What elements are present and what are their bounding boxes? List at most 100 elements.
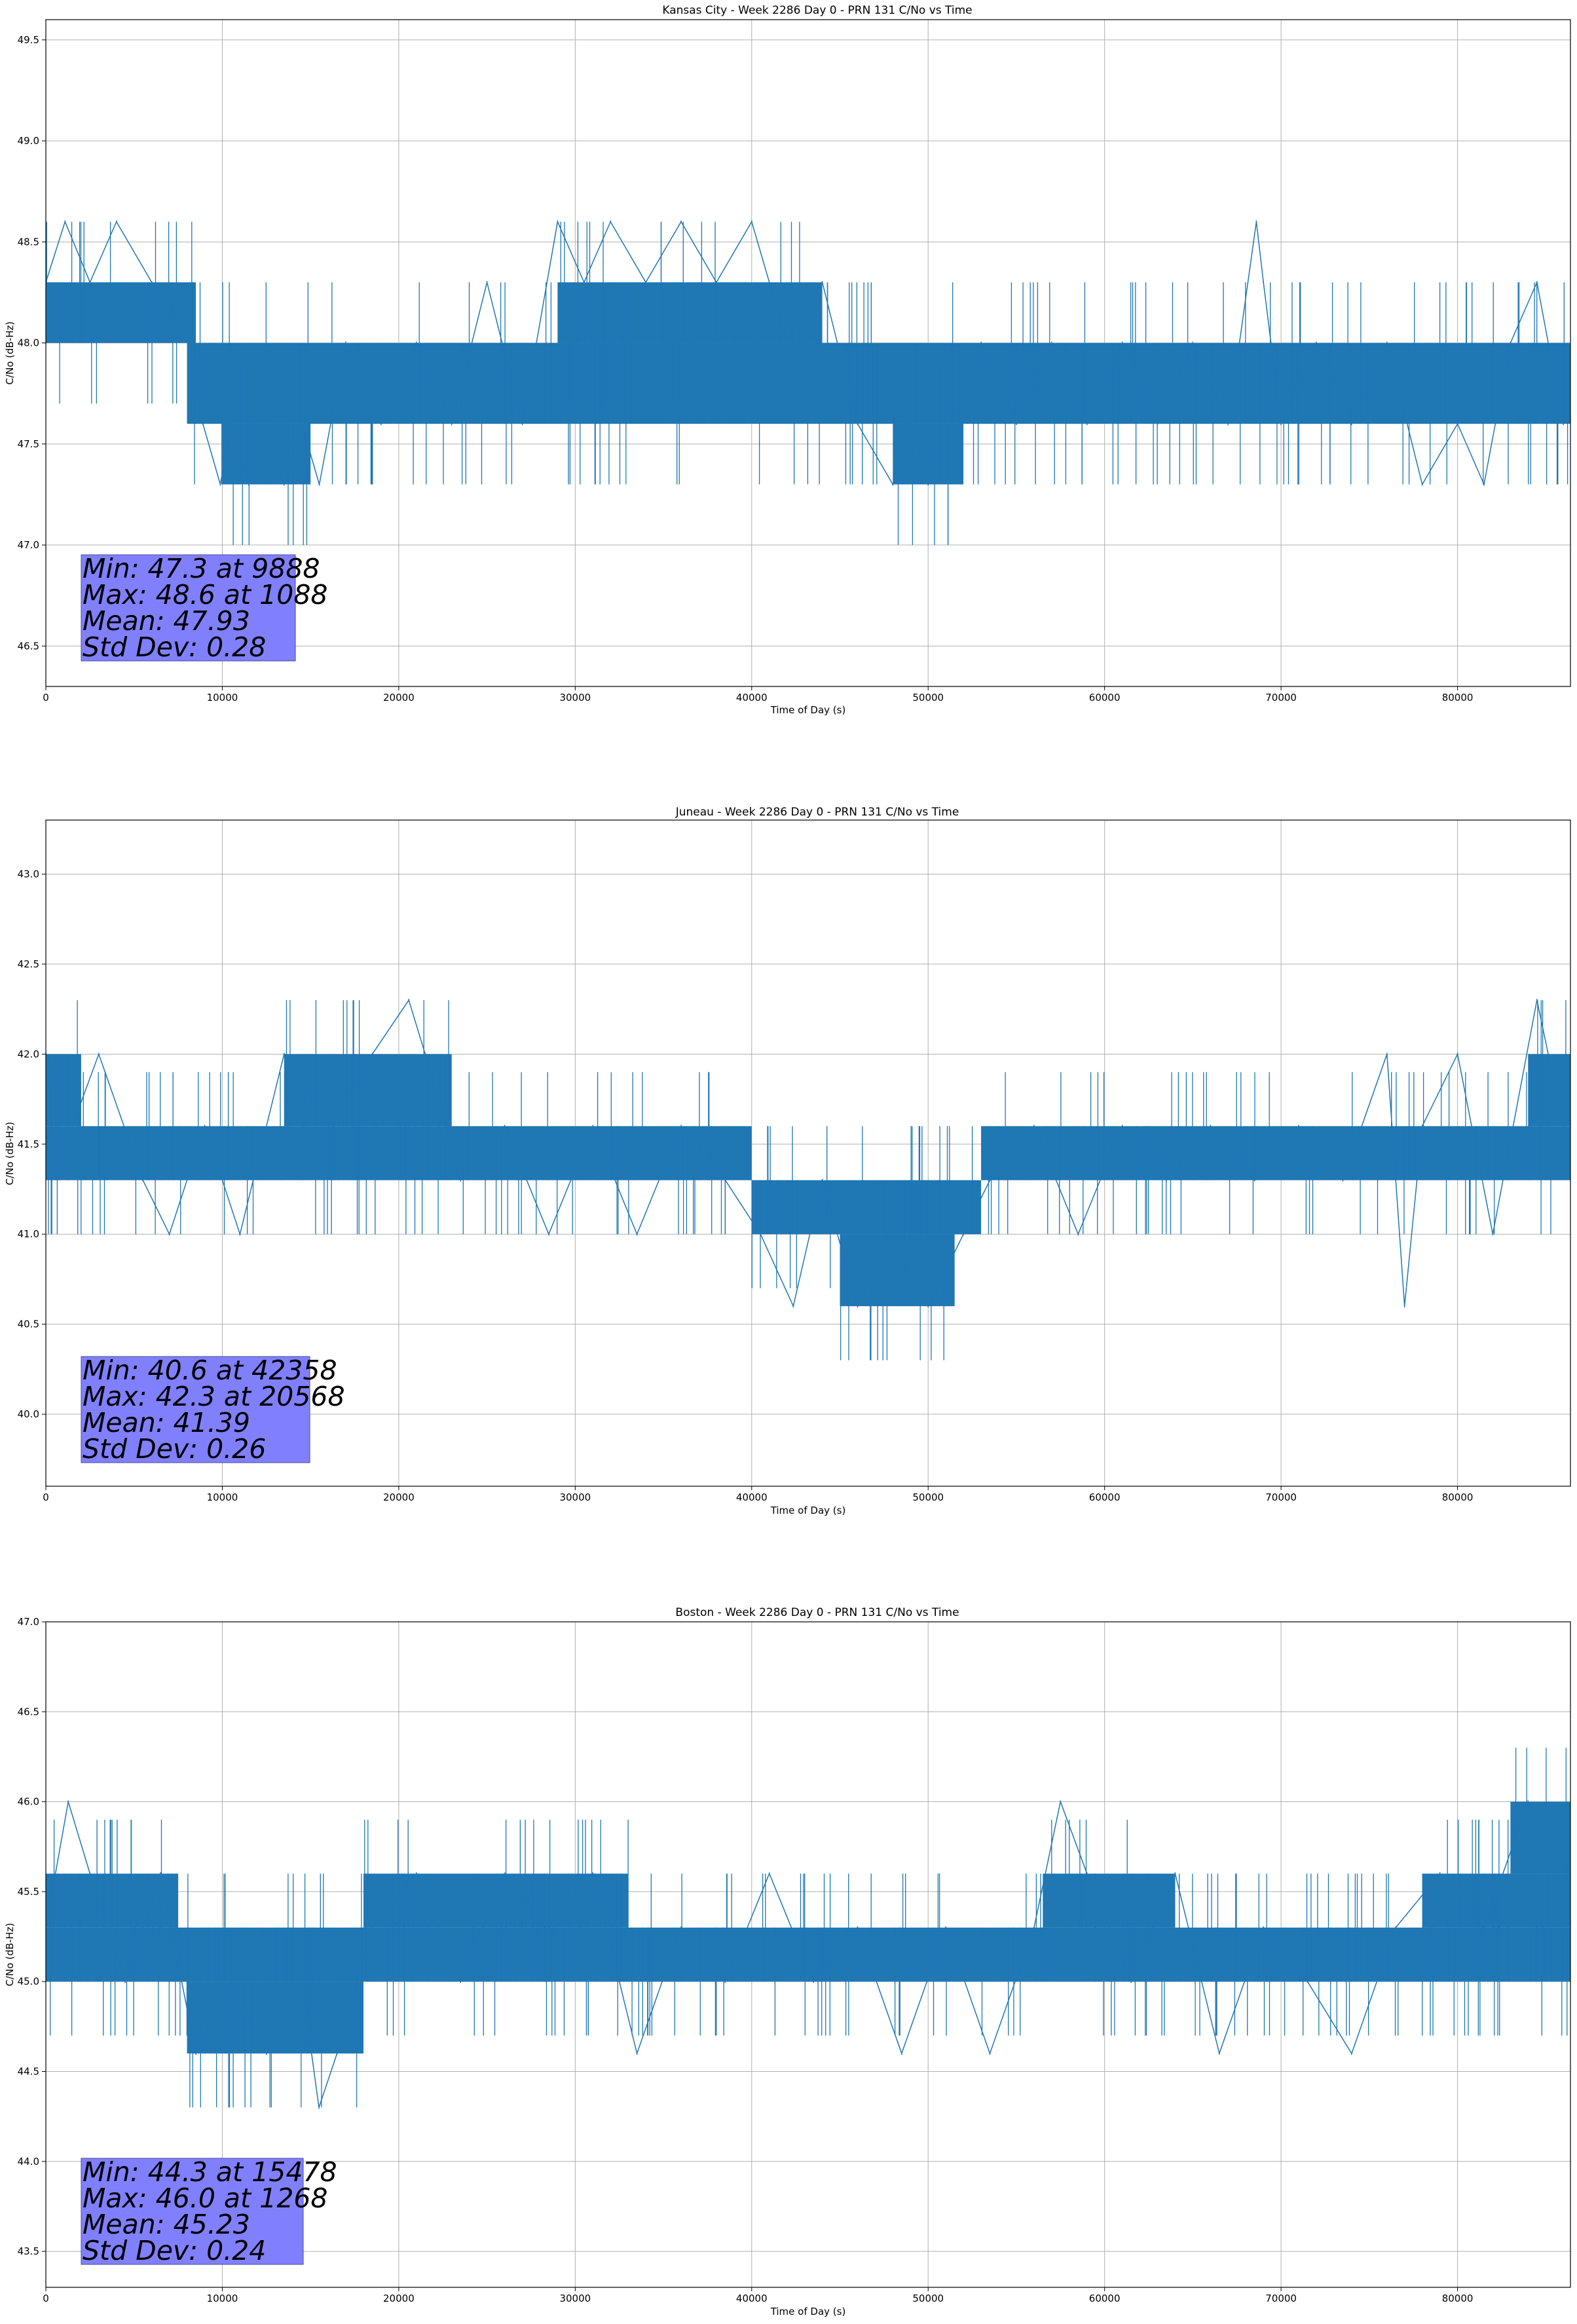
x-tick-label: 30000 (559, 692, 591, 703)
series-cno (46, 219, 1570, 546)
x-tick-label: 70000 (1265, 692, 1297, 703)
y-tick-label: 46.5 (18, 640, 39, 652)
stat-max: Max: 46.0 at 1268 (83, 2183, 328, 2214)
signal-jitter (364, 1820, 629, 1982)
signal-band (557, 282, 823, 343)
x-tick-label: 50000 (912, 1491, 944, 1503)
signal-band (46, 1126, 752, 1180)
signal-band (1528, 1054, 1570, 1127)
x-tick-label: 10000 (207, 1491, 238, 1503)
x-axis-label: Time of Day (s) (770, 704, 846, 716)
y-tick-label: 40.5 (18, 1319, 39, 1330)
chart-title: Boston - Week 2286 Day 0 - PRN 131 C/No … (675, 1606, 959, 1619)
signal-jitter (893, 363, 949, 546)
signal-band (840, 1234, 955, 1307)
y-tick-label: 42.0 (18, 1048, 39, 1060)
signal-band (893, 423, 964, 485)
y-tick-label: 47.0 (18, 1616, 39, 1628)
series-line (46, 999, 1564, 1308)
axes-frame (45, 19, 1571, 687)
signal-band (1422, 1873, 1570, 1928)
y-tick-label: 43.5 (18, 2245, 39, 2257)
axes-frame (45, 1621, 1571, 2288)
signal-jitter (50, 1820, 172, 1982)
series-cno (46, 1748, 1570, 2109)
stat-min: Min: 47.3 at 9888 (83, 553, 320, 584)
y-tick-label: 44.5 (18, 2065, 39, 2077)
stat-min: Min: 40.6 at 42358 (83, 1355, 337, 1386)
stat-mean: Mean: 45.23 (83, 2209, 250, 2240)
series-cno (46, 998, 1570, 1360)
stat-mean: Mean: 41.39 (83, 1407, 250, 1438)
x-tick-label: 30000 (559, 1491, 591, 1503)
y-tick-label: 45.5 (18, 1886, 39, 1898)
signal-jitter (1528, 1000, 1567, 1180)
signal-band (46, 1927, 1570, 1982)
signal-band (751, 1180, 982, 1235)
series-line (46, 1799, 1564, 2108)
axes-frame (45, 819, 1571, 1487)
stats-box-background (81, 1356, 310, 1463)
y-axis-label: C/No (dB-Hz) (4, 1923, 16, 1987)
signal-band (1510, 1801, 1570, 1874)
signal-jitter (1422, 1820, 1549, 1982)
stat-std: Std Dev: 0.24 (83, 2235, 266, 2266)
x-tick-label: 60000 (1089, 692, 1121, 703)
signal-band (1043, 1873, 1176, 1928)
x-tick-label: 0 (43, 2293, 49, 2304)
signal-jitter (46, 221, 193, 404)
x-tick-label: 70000 (1265, 2293, 1297, 2304)
y-tick-label: 46.0 (18, 1796, 39, 1808)
x-tick-label: 50000 (912, 692, 944, 703)
y-tick-label: 48.0 (18, 337, 39, 349)
stats-box: Min: 40.6 at 42358 Max: 42.3 at 20568 Me… (81, 1355, 345, 1465)
signal-jitter (560, 221, 806, 404)
panel-kansas-city: Kansas City - Week 2286 Day 0 - PRN 131 … (4, 4, 1571, 716)
stat-std: Std Dev: 0.28 (83, 631, 266, 663)
signal-band (187, 343, 1570, 424)
signal-band (222, 423, 311, 485)
y-tick-label: 45.0 (18, 1976, 39, 1987)
grid (45, 20, 1570, 686)
y-tick-label: 49.0 (18, 135, 39, 147)
panel-juneau: Juneau - Week 2286 Day 0 - PRN 131 C/No … (4, 806, 1571, 1516)
x-tick-label: 80000 (1442, 2293, 1474, 2304)
x-tick-label: 20000 (383, 2293, 415, 2304)
panel-boston: Boston - Week 2286 Day 0 - PRN 131 C/No … (4, 1606, 1571, 2317)
y-tick-label: 46.5 (18, 1706, 39, 1717)
x-tick-label: 70000 (1265, 1491, 1297, 1503)
chart-title: Kansas City - Week 2286 Day 0 - PRN 131 … (662, 4, 972, 17)
stats-box-background (81, 2158, 304, 2265)
signal-jitter (1043, 1820, 1149, 1982)
y-tick-label: 42.5 (18, 958, 39, 970)
stats-box: Min: 47.3 at 9888 Max: 48.6 at 1088 Mean… (81, 553, 328, 663)
y-axis-label: C/No (dB-Hz) (4, 322, 16, 385)
signal-jitter (1513, 1748, 1568, 1928)
x-axis-label: Time of Day (s) (770, 2306, 846, 2317)
stat-max: Max: 42.3 at 20568 (83, 1381, 345, 1412)
y-tick-label: 40.0 (18, 1408, 39, 1420)
series-line (46, 219, 1564, 487)
stat-std: Std Dev: 0.26 (83, 1433, 266, 1465)
y-tick-label: 41.0 (18, 1228, 39, 1240)
signal-band (363, 1873, 629, 1928)
x-tick-label: 20000 (383, 1491, 415, 1503)
x-tick-label: 40000 (736, 2293, 768, 2304)
y-tick-label: 43.0 (18, 868, 39, 880)
stats-box: Min: 44.3 at 15478 Max: 46.0 at 1268 Mea… (81, 2156, 337, 2266)
x-tick-label: 40000 (736, 692, 768, 703)
y-tick-label: 48.5 (18, 236, 39, 248)
y-tick-label: 47.0 (18, 539, 39, 551)
stat-min: Min: 44.3 at 15478 (83, 2156, 337, 2188)
y-axis-label: C/No (dB-Hz) (4, 1122, 16, 1186)
x-tick-label: 40000 (736, 1491, 768, 1503)
x-tick-label: 80000 (1442, 1491, 1474, 1503)
x-tick-label: 50000 (912, 2293, 944, 2304)
x-tick-label: 0 (43, 692, 49, 703)
x-tick-label: 20000 (383, 692, 415, 703)
x-tick-label: 60000 (1089, 2293, 1121, 2304)
stat-mean: Mean: 47.93 (83, 605, 250, 637)
y-tick-label: 47.5 (18, 438, 39, 450)
x-axis-label: Time of Day (s) (770, 1505, 846, 1516)
